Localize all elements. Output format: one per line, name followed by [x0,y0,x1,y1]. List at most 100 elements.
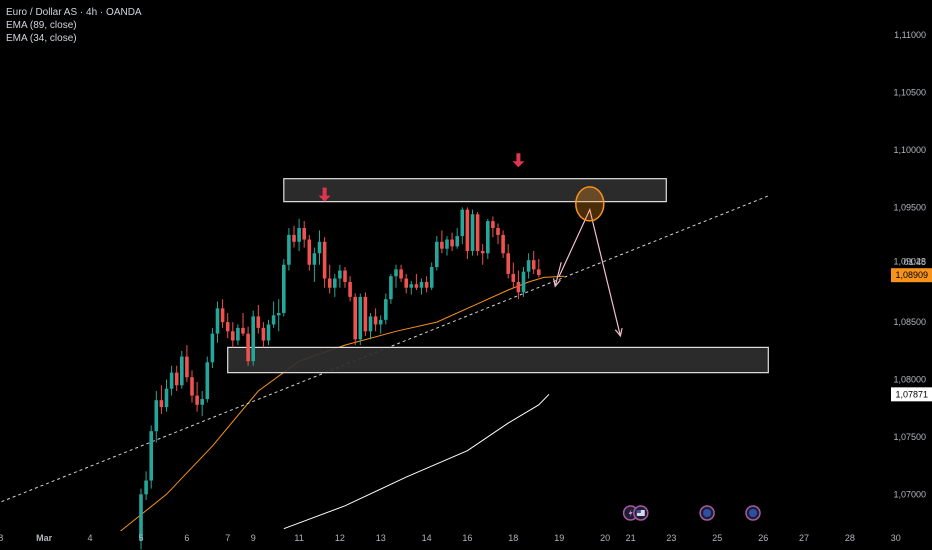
ema34-legend[interactable]: EMA (34, close) [6,33,77,44]
ema-price-label: 1,07871 [895,389,928,399]
candle-body [241,327,245,334]
candle-body [200,399,204,405]
candle-body [225,322,230,332]
candle-body [480,250,485,254]
projection-path[interactable] [558,207,621,337]
candle-body [231,331,235,341]
price-axis[interactable]: 1,11000 1,10500 1,10000 1,09500 1,09028 1,085… [891,30,932,499]
candle-body [440,241,444,249]
candle-body [404,278,408,288]
time-tick-label: 16 [462,533,472,543]
candle-body [302,228,306,240]
candle-body [236,327,240,341]
time-tick-label: 25 [712,533,722,543]
time-tick-label: 21 [626,533,636,543]
candle-body [164,388,169,408]
candle-body [429,267,434,288]
candle-body [506,253,510,274]
event-icons-layer[interactable] [622,505,761,521]
ema34-line [120,275,565,532]
candle-body [450,239,454,247]
time-tick-label: 28 [845,533,855,543]
flag-disc [703,509,712,517]
ema89-legend[interactable]: EMA (89, close) [6,20,77,31]
countdown-label: 01:45 [903,257,926,267]
candle-body [333,278,337,288]
time-tick-label: 30 [891,533,901,543]
arrow-down-marker-icon[interactable] [318,187,331,202]
candle-body [312,253,317,265]
candle-body [251,316,255,362]
candle-body [526,260,531,272]
time-axis[interactable]: 28 Mar 4 5 6 7 9 11 12 13 14 16 18 19 20 21 23 25 26 27 28 30 [0,533,901,543]
candle-body [521,271,526,293]
candle-body [384,299,388,320]
candle-body [338,270,342,279]
candle-body [465,209,470,251]
price-tick-label: 1,10500 [893,88,926,98]
candle-body [292,234,296,242]
candle-body [287,234,291,265]
time-tick-label: 27 [799,533,809,543]
short-down-arrow[interactable] [554,262,562,287]
price-tick-label: 1,07000 [893,489,926,499]
candle-body [144,480,148,495]
candle-body [373,316,378,325]
price-tick-label: 1,11000 [894,30,926,40]
candle-body [531,260,536,270]
candle-body [215,308,220,334]
candle-body [220,308,225,323]
candle-body [154,400,159,432]
candle-body [445,239,449,249]
annotation-layer[interactable] [318,153,623,338]
time-tick-label: 5 [138,533,143,543]
zone-layer[interactable] [227,178,769,374]
candle-body [282,264,286,313]
candle-body [246,333,250,362]
flag-disc [749,509,757,517]
candle-body [409,284,414,288]
candles-layer [139,207,541,550]
time-tick-label: 12 [335,533,345,543]
price-tick-label: 1,08500 [893,317,926,327]
time-tick-label: 26 [758,533,768,543]
candle-body [537,269,541,276]
price-tick-label: 1,10000 [893,145,926,155]
candle-body [180,356,184,386]
candle-body [501,234,505,254]
candle-body [297,228,301,242]
candle-body [419,281,424,288]
candle-body [256,316,261,328]
arrow-down-marker-icon[interactable] [512,153,525,168]
candle-body [169,372,174,389]
candle-body [348,281,352,297]
candle-body [378,319,383,325]
candle-body [491,221,495,229]
candle-body [399,269,403,279]
chart-legend: Euro / Dollar AS · 4h · OANDA EMA (89, c… [6,6,142,45]
resistance-zone[interactable] [283,178,667,203]
ema89-series [283,393,550,530]
ema-price-badge[interactable] [891,387,932,402]
candle-body [149,431,153,481]
candle-body [516,281,521,293]
price-tick-label: 1,07500 [893,432,926,442]
candle-body [276,312,281,316]
current-price-label: 1,08909 [895,270,928,280]
candle-body [435,241,439,268]
candle-body [210,333,215,363]
candle-body [475,214,480,251]
target-circle[interactable] [575,186,605,222]
price-tick-label: 1,09028 [893,257,926,267]
candle-body [424,281,429,288]
support-zone[interactable] [227,346,769,374]
time-tick-label: 13 [376,533,386,543]
candle-body [139,494,143,541]
time-tick-label: 9 [251,533,256,543]
arrow-head-icon [614,327,623,338]
symbol-title[interactable]: Euro / Dollar AS · 4h · OANDA [6,7,142,18]
current-price-badge[interactable] [891,268,932,283]
bolt-glyph [628,509,633,517]
candle-body [353,296,357,340]
